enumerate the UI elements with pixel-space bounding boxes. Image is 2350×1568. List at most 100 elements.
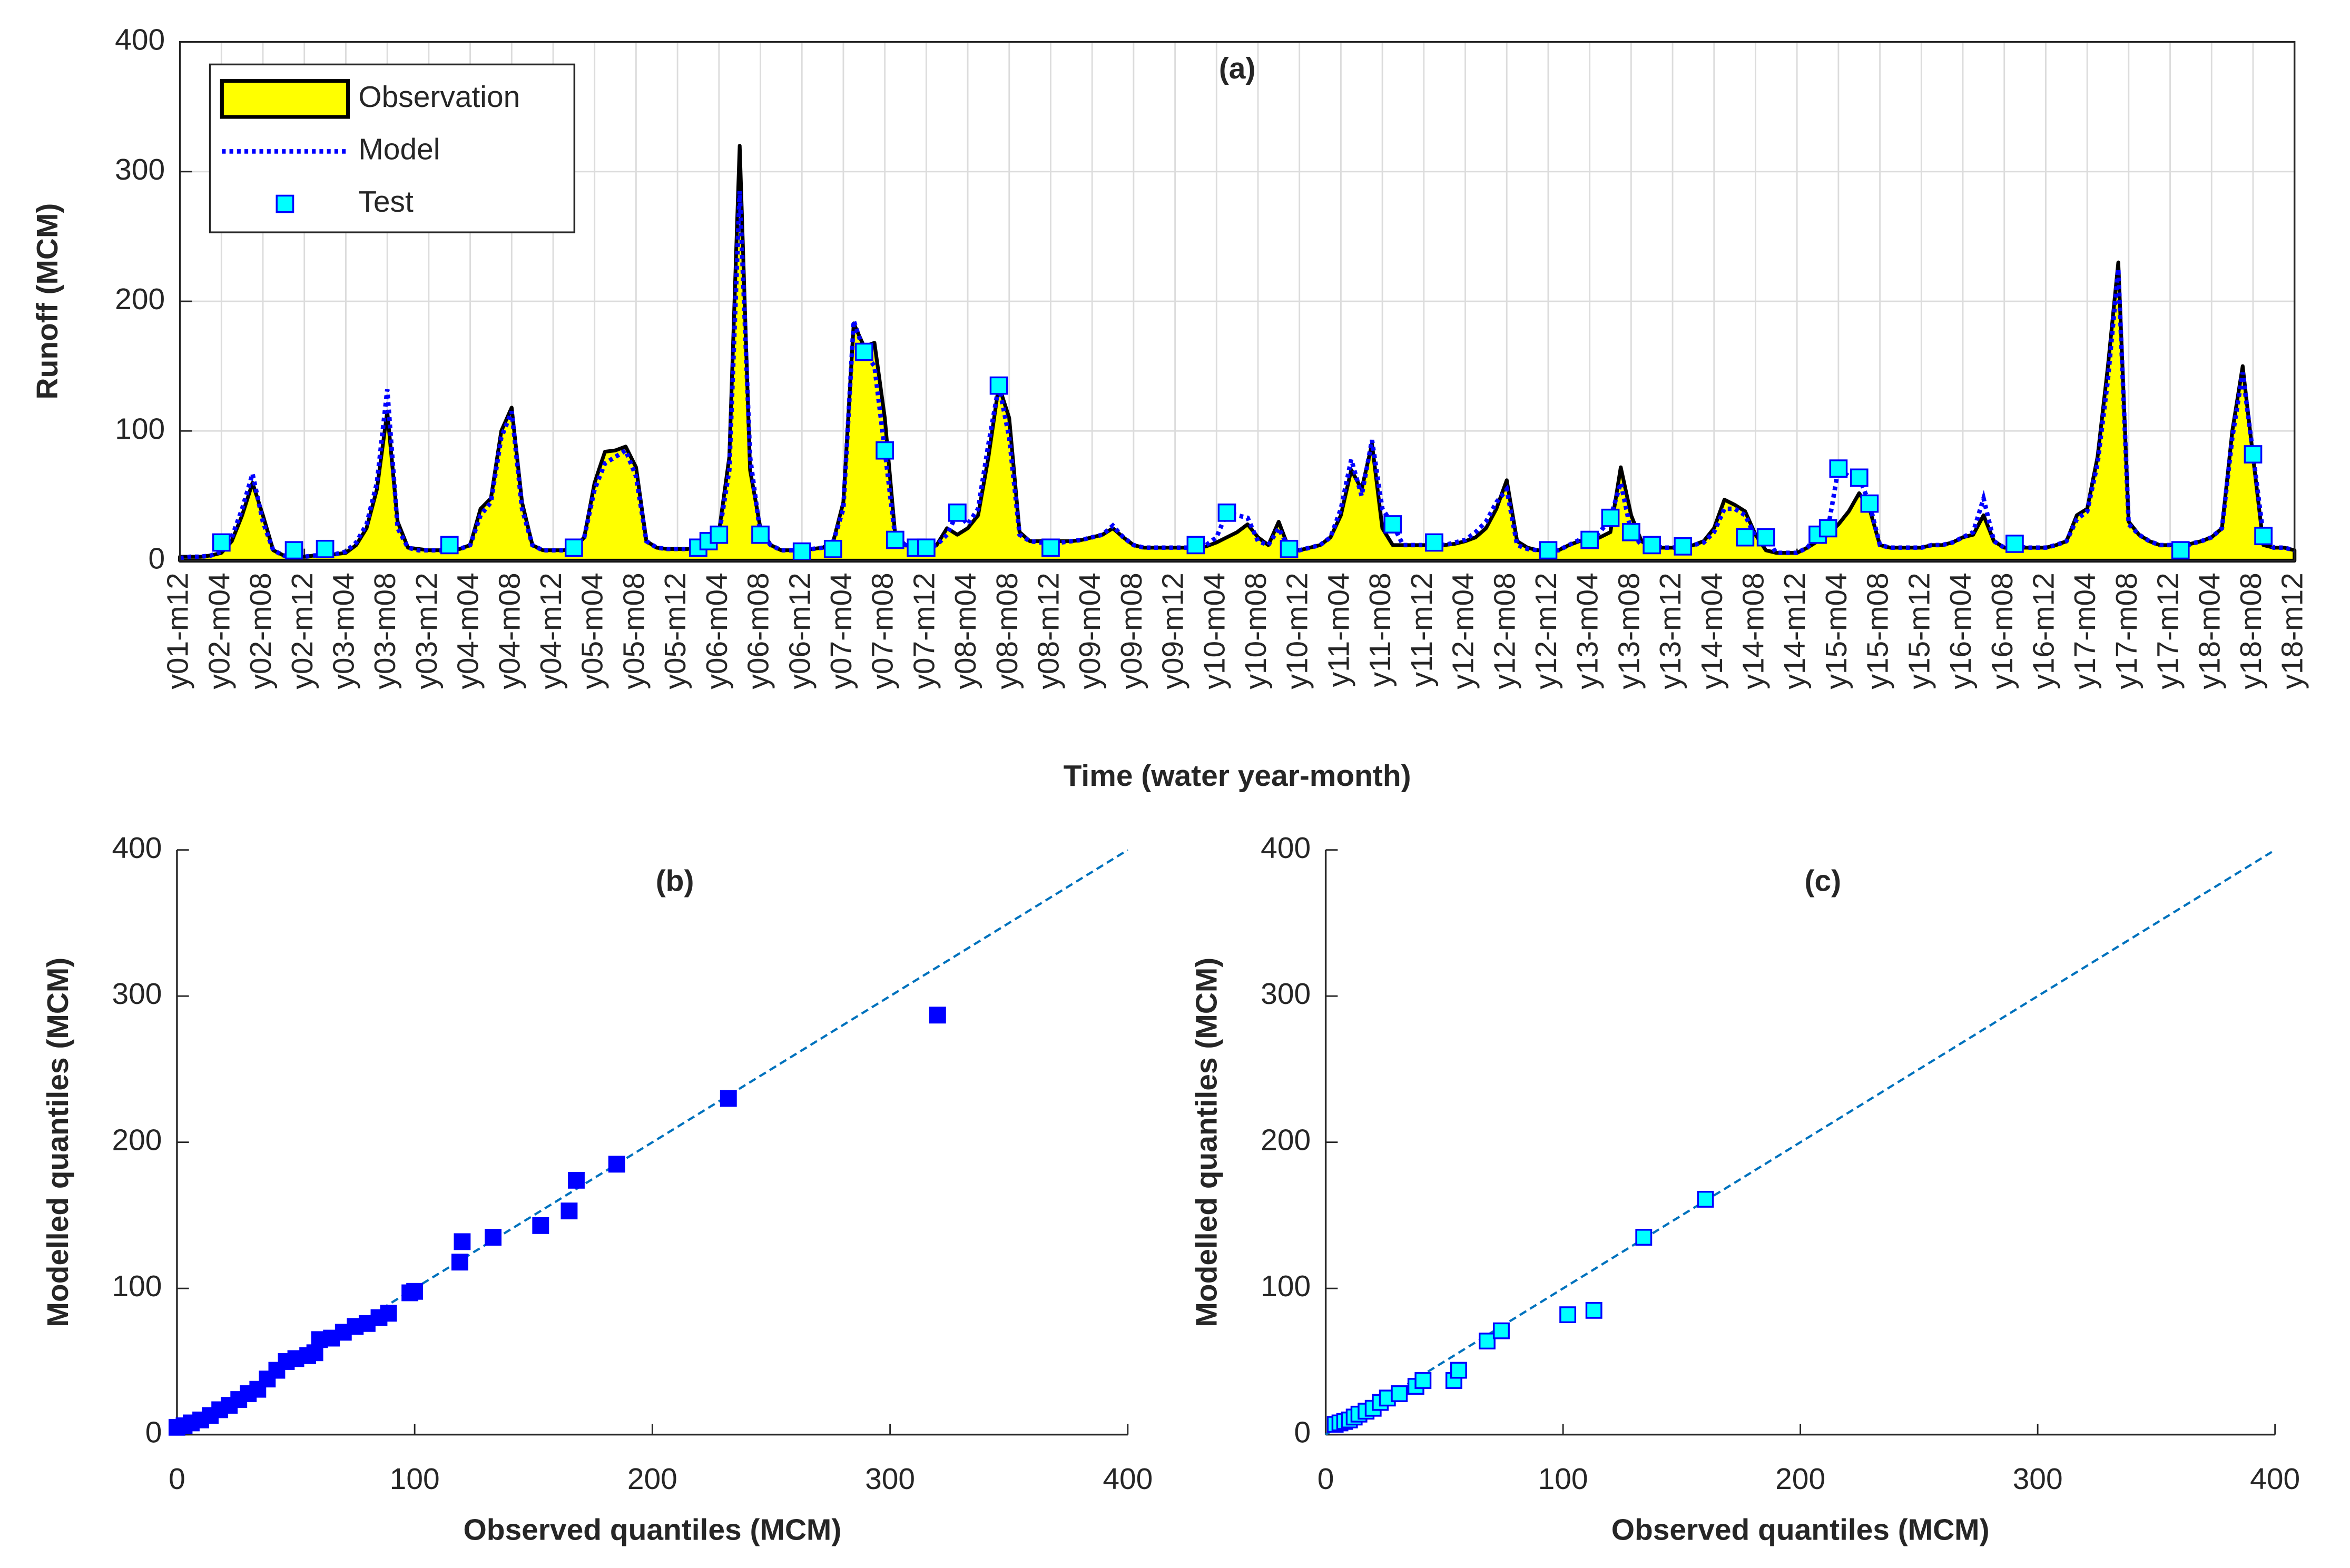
x-tick-label: y17-m08 [2110,573,2143,689]
y-tick-label: 400 [115,23,165,57]
x-tick-label: y07-m12 [907,573,941,689]
x-tick-label: y16-m04 [1944,573,1978,689]
x-tick-label: y10-m12 [1281,573,1314,689]
quantile-point [380,1305,397,1322]
test-marker [854,342,873,361]
y-tick-label: 200 [115,282,165,316]
quantile-point [454,1233,471,1250]
x-tick-label: 200 [1775,1462,1825,1496]
x-tick-label: y07-m08 [866,573,900,689]
x-tick-label: 100 [390,1462,440,1496]
test-marker [1383,515,1402,534]
y-tick-label: 100 [1261,1269,1311,1303]
test-marker [948,503,967,522]
x-tick-label: y14-m08 [1737,573,1771,689]
test-marker [1818,519,1837,538]
y-tick-label: 400 [1261,831,1311,865]
quantile-point [561,1202,578,1220]
quantile-point [1635,1229,1653,1246]
x-tick-label: y09-m12 [1156,573,1190,689]
x-tick-label: y04-m08 [493,573,526,689]
y-tick-label: 0 [1294,1416,1311,1449]
x-tick-label: y15-m04 [1820,573,1853,689]
test-marker [1850,468,1869,487]
quantile-point [568,1171,585,1189]
x-tick-label: y06-m12 [783,573,817,689]
x-tick-label: y09-m04 [1073,573,1107,689]
x-tick-label: y03-m12 [410,573,444,689]
x-tick-label: y10-m04 [1197,573,1231,689]
x-tick-label: y09-m08 [1115,573,1148,689]
y-axis-label: Modelled quantiles (MCM) [41,958,75,1327]
y-tick-label: 100 [112,1269,162,1303]
test-marker [1756,528,1775,547]
x-tick-label: y08-m04 [949,573,982,689]
chart-title: (b) [656,864,694,898]
x-tick-label: y08-m12 [1031,573,1065,689]
y-tick-label: 0 [145,1416,162,1449]
x-tick-label: y12-m12 [1529,573,1563,689]
test-marker [2254,527,2273,546]
x-tick-label: y03-m04 [327,573,360,689]
x-tick-label: y18-m04 [2192,573,2226,689]
test-marker [886,530,904,549]
test-marker [751,525,770,544]
test-marker [1217,503,1236,522]
y-tick-label: 300 [112,977,162,1011]
legend-label: Test [358,185,414,219]
test-marker [1860,494,1879,513]
x-tick-label: y04-m04 [451,573,485,689]
x-tick-label: y13-m08 [1612,573,1646,689]
x-tick-label: 400 [1103,1462,1153,1496]
test-marker [284,541,303,560]
y-tick-label: 300 [1261,977,1311,1011]
x-tick-label: y15-m12 [1902,573,1936,689]
test-marker [1539,541,1558,560]
test-marker [989,376,1008,395]
x-tick-label: 300 [2013,1462,2063,1496]
x-tick-label: 300 [865,1462,915,1496]
x-tick-label: y12-m04 [1447,573,1480,689]
quantile-point [1450,1362,1467,1379]
x-tick-label: y11-m12 [1405,573,1439,687]
x-tick-label: 0 [1317,1462,1334,1496]
x-tick-label: y11-m08 [1363,573,1397,687]
test-marker [1736,528,1755,547]
x-tick-label: y08-m08 [990,573,1024,689]
x-axis-label: Observed quantiles (MCM) [463,1513,841,1547]
y-tick-label: 200 [1261,1123,1311,1157]
x-tick-label: 0 [169,1462,185,1496]
x-tick-label: y17-m12 [2151,573,2185,689]
test-marker [440,536,459,555]
y-tick-label: 0 [148,541,165,575]
x-tick-label: y10-m08 [1239,573,1273,689]
quantile-point [1559,1306,1577,1324]
test-marker [1674,537,1693,556]
chart-title: (a) [1219,52,1256,85]
x-tick-label: y06-m04 [700,573,734,689]
quantile-point [451,1254,468,1271]
x-tick-label: y16-m12 [2027,573,2060,689]
quantile-point [406,1283,424,1300]
x-tick-label: y14-m04 [1695,573,1729,689]
quantile-point [1391,1385,1408,1402]
legend-label: Model [358,132,440,166]
x-tick-label: y05-m04 [576,573,609,689]
test-marker [1621,522,1640,541]
y-tick-label: 100 [115,412,165,446]
x-tick-label: y11-m04 [1322,573,1355,687]
x-tick-label: 400 [2250,1462,2300,1496]
test-marker [1041,538,1060,557]
x-tick-label: y13-m12 [1654,573,1687,689]
x-axis-label: Observed quantiles (MCM) [1611,1513,1990,1547]
y-tick-label: 400 [112,831,162,865]
x-tick-label: y05-m12 [658,573,692,689]
quantile-point [720,1090,737,1107]
x-tick-label: 100 [1538,1462,1588,1496]
test-marker [792,542,811,561]
test-marker [1643,536,1661,555]
x-tick-label: y16-m08 [1985,573,2019,689]
x-tick-label: y18-m12 [2276,573,2309,689]
test-marker [316,539,335,558]
